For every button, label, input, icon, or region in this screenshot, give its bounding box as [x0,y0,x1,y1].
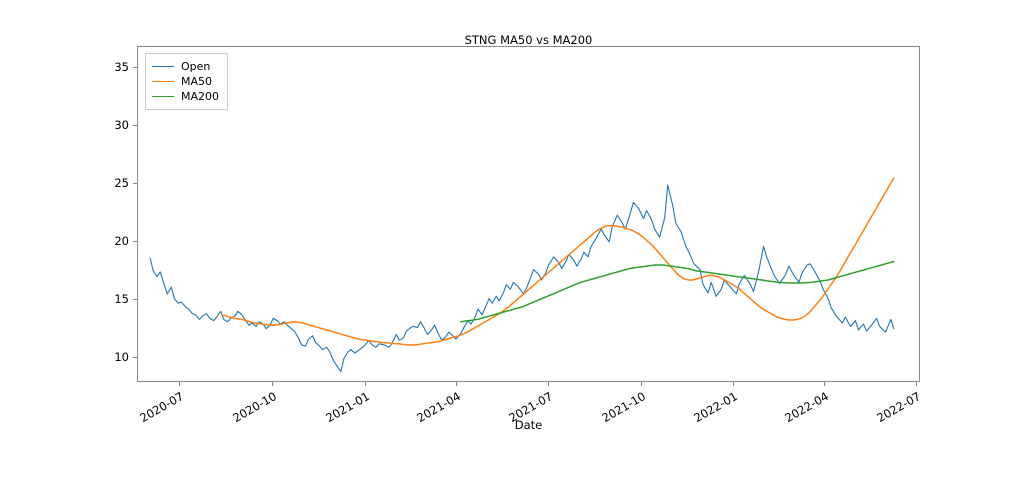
x-tick-mark [272,382,274,386]
legend-item-ma200: MA200 [152,89,219,104]
legend-color-swatch [152,66,174,67]
y-tick-label: 10 [114,349,129,364]
y-tick-label: 20 [114,233,129,248]
legend-color-swatch [152,81,174,82]
y-tick-mark [133,298,137,300]
y-tick-mark [133,124,137,126]
x-tick-mark [824,382,826,386]
series-line-ma50 [221,177,895,346]
y-tick-mark [133,66,137,68]
x-tick-mark [365,382,367,386]
chart-canvas [149,177,895,373]
legend-item-open: Open [152,59,219,74]
x-tick-mark [547,382,549,386]
chart-legend: Open MA50 MA200 [145,53,229,110]
y-tick-mark [133,182,137,184]
y-tick-mark [133,240,137,242]
series-line-open [149,184,895,373]
x-tick-mark [640,382,642,386]
y-tick-mark [133,356,137,358]
x-axis-label: Date [514,418,543,432]
x-tick-mark [179,382,181,386]
legend-label: MA200 [181,90,220,103]
legend-label: Open [181,60,211,73]
axes-frame [137,46,920,382]
y-tick-label: 30 [114,117,129,132]
chart-title: STNG MA50 vs MA200 [464,33,593,47]
legend-item-ma50: MA50 [152,74,219,89]
x-tick-mark [733,382,735,386]
legend-label: MA50 [181,75,213,88]
plot-axes [137,46,920,382]
series-line-ma200 [460,260,895,323]
legend-color-swatch [152,96,174,97]
x-tick-mark [915,382,917,386]
y-tick-label: 35 [114,59,129,74]
x-tick-mark [455,382,457,386]
y-tick-label: 15 [114,291,129,306]
y-tick-label: 25 [114,175,129,190]
